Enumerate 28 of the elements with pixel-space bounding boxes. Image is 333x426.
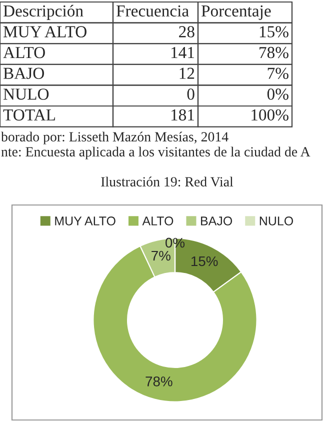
text: ALTO	[3, 46, 45, 58]
text: 7%	[268, 68, 288, 80]
data-label: 78%	[146, 376, 172, 386]
text: 0	[187, 88, 194, 100]
text: 181	[171, 109, 194, 121]
text: 12	[180, 68, 194, 79]
text: 0%	[267, 88, 288, 100]
chart-title: Ilustración 19: Red Vial	[101, 176, 234, 187]
text: 28	[179, 26, 194, 38]
data-label: 15%	[192, 256, 218, 266]
text: Frecuencia	[116, 5, 189, 17]
text: NULO	[3, 88, 49, 100]
text: Descripción	[3, 4, 84, 20]
text: TOTAL	[3, 109, 55, 121]
text: BAJO	[3, 68, 44, 79]
data-label: 7%	[152, 250, 170, 261]
text: MUY ALTO	[3, 26, 86, 38]
text: Porcentaje	[201, 5, 271, 20]
text: 15%	[260, 26, 288, 38]
text: borado por: Lisseth Mazón Mesías, 2014	[1, 132, 228, 144]
text: 100%	[252, 109, 288, 121]
legend-label: NULO	[260, 216, 294, 226]
legend-label: BAJO	[201, 216, 232, 226]
text: nte: Encuesta aplicada a los visitantes de la ciudad de A	[1, 146, 310, 160]
legend-label: MUY ALTO	[55, 216, 116, 226]
text: 141	[171, 47, 194, 58]
text: 78%	[260, 46, 288, 58]
legend-label: ALTO	[142, 216, 174, 226]
